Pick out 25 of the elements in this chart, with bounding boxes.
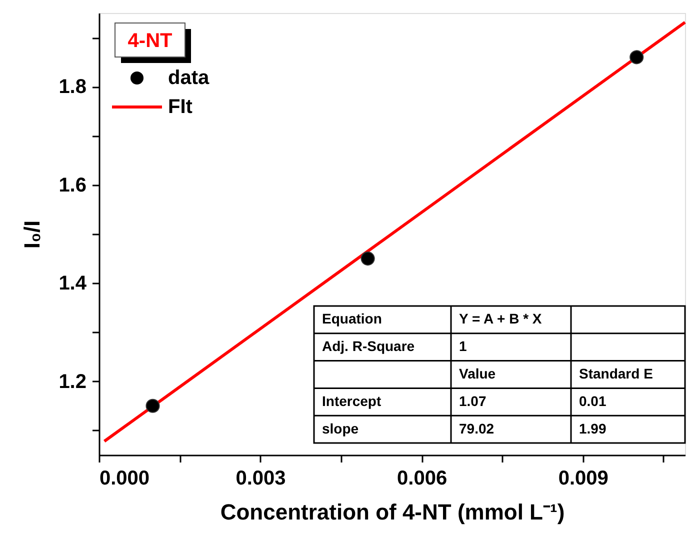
y-tick-label: 1.6: [58, 174, 86, 196]
annotation: 1.99: [579, 420, 606, 436]
annotation: Adj. R-Square: [322, 338, 415, 354]
annotation: 1.07: [459, 392, 486, 409]
annotation: Value: [459, 366, 496, 382]
x-tick-label: 0.003: [236, 468, 286, 490]
y-tick-label: 1.8: [58, 76, 86, 98]
legend-label: FIt: [168, 96, 193, 118]
legend-title: 4-NT: [128, 30, 172, 52]
annotation: slope: [322, 420, 359, 436]
annotation: Standard E: [579, 366, 653, 382]
x-tick-label: 0.009: [558, 468, 608, 490]
annotation: 1: [459, 338, 467, 354]
x-axis-title: Concentration of 4-NT (mmol L⁻¹): [220, 500, 565, 524]
annotation: Equation: [322, 310, 382, 327]
annotation: 0.01: [579, 392, 606, 409]
x-tick-label: 0.000: [100, 468, 150, 490]
annotation: Y = A + B * X: [459, 310, 542, 327]
legend-label: data: [168, 67, 210, 89]
x-tick-label: 0.006: [397, 468, 448, 490]
annotation: Intercept: [322, 392, 382, 409]
y-tick-label: 1.2: [58, 370, 86, 393]
y-axis-title: I₀/I: [20, 220, 45, 249]
y-tick-label: 1.4: [58, 272, 88, 295]
annotation: 79.02: [459, 420, 494, 436]
